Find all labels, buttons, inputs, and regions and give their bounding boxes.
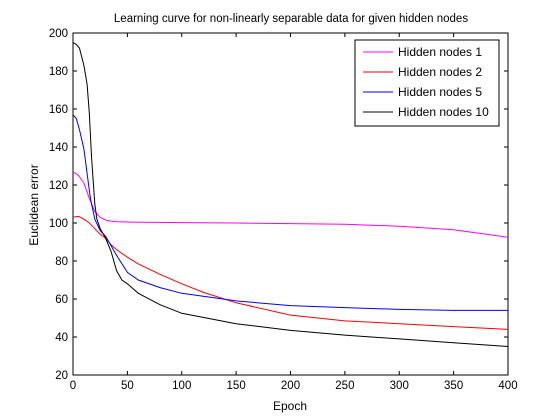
y-tick-label: 200 bbox=[49, 28, 68, 40]
y-tick-label: 20 bbox=[55, 370, 68, 382]
legend: Hidden nodes 1 Hidden nodes 2 Hidden nodes… bbox=[354, 39, 500, 127]
y-tick-label: 140 bbox=[49, 142, 68, 154]
x-tick-label: 150 bbox=[227, 380, 246, 392]
x-tick-label: 50 bbox=[121, 380, 134, 392]
series-line-2 bbox=[73, 215, 508, 330]
x-axis: 0 50 100 150 200 250 300 350 400 bbox=[70, 33, 518, 392]
series-layer bbox=[73, 42, 508, 347]
x-axis-label: Epoch bbox=[273, 399, 307, 413]
y-axis: 20 40 60 80 100 120 140 160 180 200 bbox=[49, 28, 508, 382]
x-tick-label: 200 bbox=[281, 380, 300, 392]
series-line-4 bbox=[73, 42, 508, 347]
y-tick-label: 40 bbox=[55, 332, 68, 344]
y-tick-label: 60 bbox=[55, 294, 68, 306]
y-tick-label: 120 bbox=[49, 180, 68, 192]
y-tick-label: 180 bbox=[49, 66, 68, 78]
y-axis-label: Euclidean error bbox=[27, 164, 41, 245]
series-line-3 bbox=[73, 114, 508, 311]
x-tick-label: 400 bbox=[498, 380, 517, 392]
legend-label-2: Hidden nodes 2 bbox=[398, 65, 482, 79]
legend-label-4: Hidden nodes 10 bbox=[398, 105, 489, 119]
y-tick-label: 100 bbox=[49, 218, 68, 230]
legend-label-3: Hidden nodes 5 bbox=[398, 85, 482, 99]
chart-title: Learning curve for non-linearly separabl… bbox=[114, 13, 468, 25]
series-line-1 bbox=[73, 171, 508, 238]
x-tick-label: 0 bbox=[70, 380, 76, 392]
legend-label-1: Hidden nodes 1 bbox=[398, 45, 482, 59]
y-tick-label: 80 bbox=[55, 256, 68, 268]
x-tick-label: 250 bbox=[335, 380, 354, 392]
x-tick-label: 100 bbox=[172, 380, 191, 392]
x-tick-label: 300 bbox=[390, 380, 409, 392]
x-tick-label: 350 bbox=[444, 380, 463, 392]
y-tick-label: 160 bbox=[49, 104, 68, 116]
